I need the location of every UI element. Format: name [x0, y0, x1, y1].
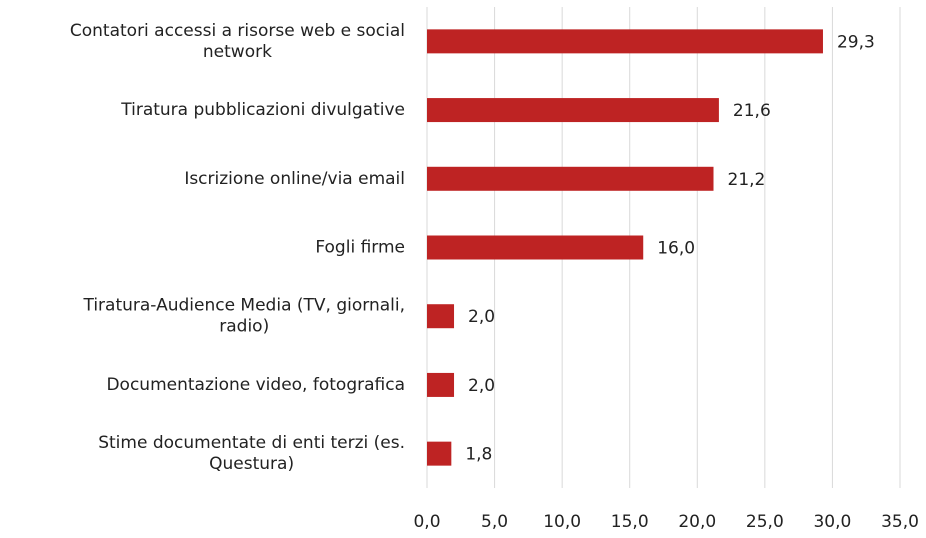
x-tick-label: 0,0 [413, 512, 440, 532]
y-tick-label: Fogli firme [315, 238, 405, 258]
y-tick-label: Stime documentate di enti terzi (es. Ques… [98, 433, 405, 474]
x-tick-label: 10,0 [543, 512, 581, 532]
bar [427, 441, 452, 466]
x-tick-label: 5,0 [481, 512, 508, 532]
value-label: 21,2 [728, 170, 766, 190]
bar [427, 304, 455, 329]
y-tick-label: Tiratura-Audience Media (TV, giornali, ra… [82, 296, 405, 337]
x-tick-label: 35,0 [881, 512, 919, 532]
value-label: 2,0 [468, 307, 495, 327]
value-label: 29,3 [837, 32, 875, 52]
y-tick-label: Documentazione video, fotografica [106, 375, 405, 395]
x-tick-label: 25,0 [746, 512, 784, 532]
bar [427, 166, 714, 191]
value-label: 21,6 [733, 101, 771, 121]
x-tick-label: 20,0 [678, 512, 716, 532]
y-tick-label: Iscrizione online/via email [184, 169, 405, 189]
x-tick-label: 30,0 [813, 512, 851, 532]
bar [427, 29, 823, 54]
y-tick-label: Contatori accessi a risorse web e social… [70, 21, 405, 62]
bar [427, 235, 644, 260]
bar [427, 372, 455, 397]
bar [427, 98, 719, 123]
value-label: 2,0 [468, 376, 495, 396]
value-label: 16,0 [657, 239, 695, 259]
x-tick-label: 15,0 [611, 512, 649, 532]
y-tick-label: Tiratura pubblicazioni divulgative [120, 100, 405, 120]
value-label: 1,8 [465, 445, 492, 465]
